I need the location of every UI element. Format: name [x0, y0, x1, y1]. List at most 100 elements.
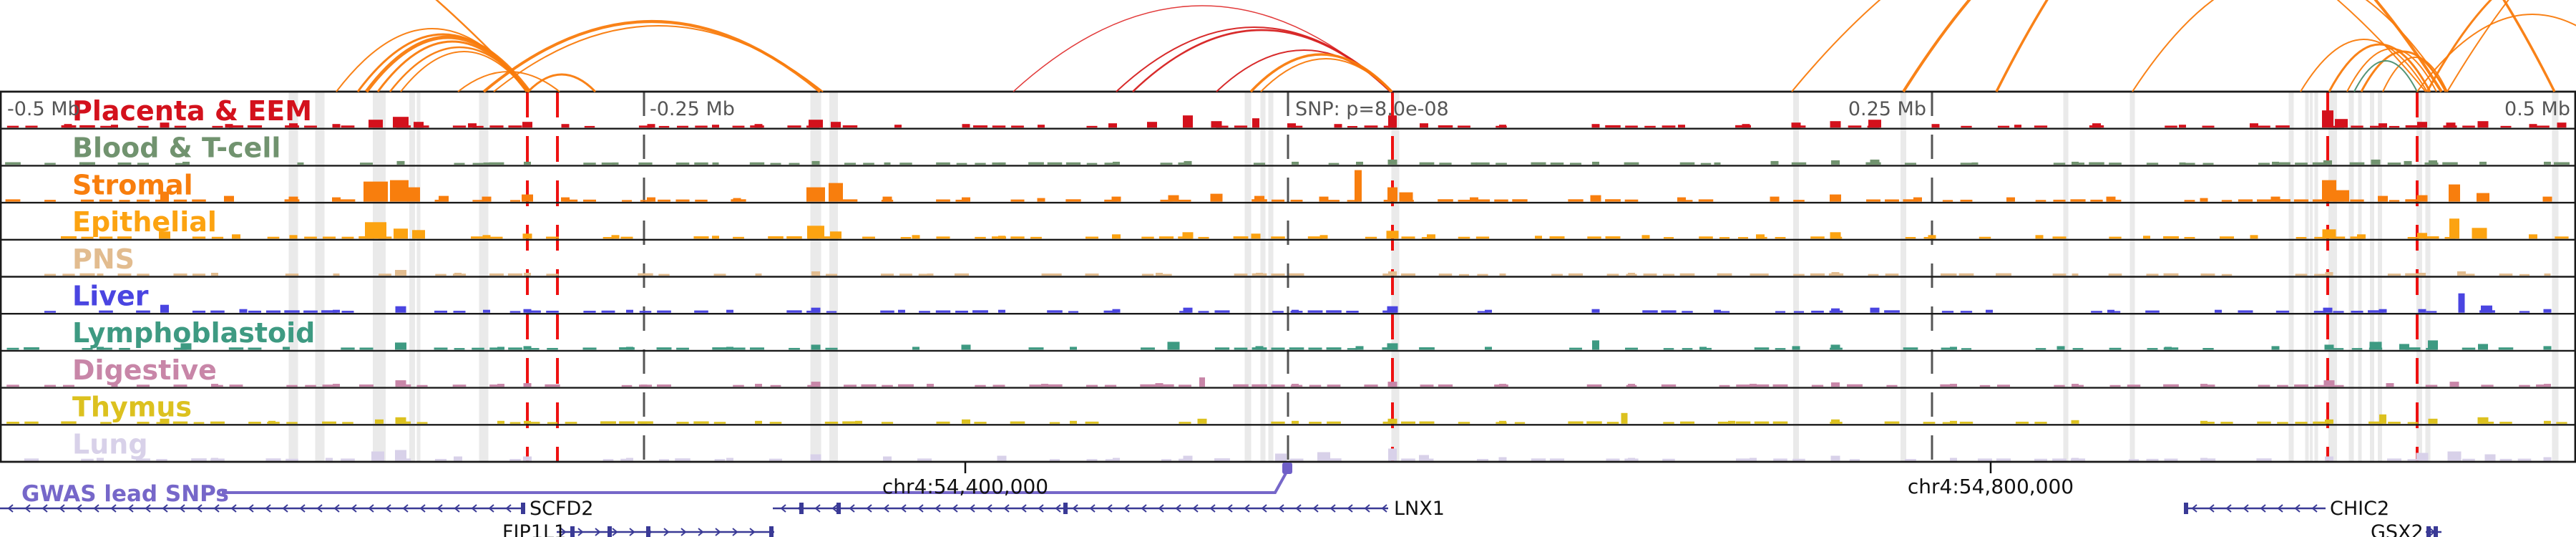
- signal-noise: [1884, 310, 1900, 313]
- signal-peak: [2557, 122, 2567, 128]
- signal-noise: [972, 125, 988, 128]
- signal-noise: [1605, 125, 1621, 128]
- signal-noise: [658, 199, 670, 202]
- gene-strand-arrow: [1295, 504, 1302, 513]
- signal-noise: [2314, 384, 2326, 387]
- signal-noise: [2109, 163, 2122, 165]
- signal-noise: [2312, 199, 2328, 202]
- track-row-placenta-eem: [6, 110, 2567, 128]
- signal-noise: [2293, 199, 2309, 202]
- signal-peak: [1950, 458, 1957, 461]
- signal-peak: [1355, 346, 1364, 350]
- signal-peak: [2472, 228, 2487, 239]
- signal-peak: [1830, 455, 1840, 461]
- signal-peak: [1292, 420, 1299, 424]
- signal-noise: [2015, 421, 2029, 424]
- signal-noise: [546, 274, 559, 276]
- signal-peak: [998, 162, 1005, 165]
- signal-noise: [621, 384, 633, 387]
- signal-noise: [1961, 125, 1972, 128]
- signal-noise: [2426, 311, 2437, 313]
- signal-noise: [210, 421, 225, 424]
- gene-strand-arrow: [213, 504, 220, 513]
- signal-noise: [2277, 422, 2288, 424]
- signal-peak: [394, 228, 408, 239]
- signal-noise: [1884, 421, 1900, 424]
- signal-noise: [1568, 421, 1584, 424]
- signal-noise: [82, 348, 93, 350]
- signal-peak: [2544, 384, 2551, 387]
- signal-noise: [1068, 311, 1079, 313]
- signal-noise: [2387, 163, 2401, 165]
- signal-peak: [1831, 419, 1840, 424]
- signal-noise: [1309, 384, 1322, 387]
- signal-peak: [1334, 124, 1342, 128]
- signal-peak: [1168, 195, 1179, 202]
- signal-peak: [1485, 347, 1492, 350]
- signal-noise: [825, 274, 838, 276]
- signal-peak: [159, 231, 170, 239]
- signal-peak: [2544, 274, 2551, 276]
- signal-noise: [1679, 162, 1695, 165]
- gene-strand-arrow: [1123, 504, 1130, 513]
- track-label-placenta-eem: Placenta & EEM: [72, 95, 312, 127]
- signal-peak: [2371, 159, 2381, 165]
- signal-noise: [1942, 200, 1953, 202]
- gene-strand-arrow: [59, 504, 65, 513]
- signal-noise: [1085, 384, 1098, 387]
- signal-peak: [1155, 383, 1163, 387]
- signal-noise: [1214, 347, 1230, 350]
- gene-exon-block: [608, 526, 612, 537]
- signal-peak: [524, 273, 531, 276]
- signal-noise: [1085, 274, 1099, 276]
- signal-noise: [472, 163, 484, 165]
- signal-noise: [2202, 125, 2215, 128]
- signal-peak: [2529, 124, 2537, 128]
- signal-noise: [1326, 310, 1342, 313]
- signal-peak: [1750, 274, 1757, 276]
- gene-strand-arrow: [454, 504, 460, 513]
- signal-peak: [2479, 161, 2487, 165]
- signal-noise: [2256, 458, 2272, 461]
- signal-noise: [489, 273, 504, 276]
- signal-noise: [2034, 125, 2048, 128]
- signal-peak: [882, 196, 892, 202]
- signal-noise: [733, 236, 744, 239]
- signal-noise: [1289, 458, 1304, 461]
- gene-exon-block: [2434, 526, 2438, 537]
- axis-label-0.5mb: 0.5 Mb: [2504, 98, 2570, 120]
- signal-noise: [954, 273, 970, 276]
- signal-noise: [2257, 199, 2271, 202]
- signal-noise: [44, 311, 57, 313]
- signal-noise: [1905, 237, 1916, 239]
- signal-peak: [483, 309, 490, 313]
- signal-noise: [955, 310, 968, 313]
- signal-noise: [1029, 384, 1043, 387]
- signal-peak: [283, 347, 290, 350]
- signal-peak: [831, 122, 841, 128]
- signal-noise: [1772, 421, 1788, 424]
- signal-peak: [2107, 309, 2114, 313]
- signal-peak: [407, 187, 420, 202]
- signal-peak: [1292, 384, 1299, 387]
- signal-noise: [1663, 422, 1674, 424]
- signal-peak: [1628, 458, 1635, 461]
- signal-peak: [1108, 123, 1117, 128]
- signal-noise: [119, 200, 130, 202]
- signal-noise: [2184, 236, 2195, 239]
- signal-noise: [2146, 163, 2159, 165]
- signal-peak: [755, 384, 762, 387]
- signal-peak: [2481, 305, 2492, 313]
- signal-peak: [1831, 382, 1840, 387]
- signal-peak: [333, 274, 340, 276]
- signal-noise: [1754, 421, 1770, 424]
- signal-noise: [1458, 199, 1470, 202]
- signal-noise: [1216, 125, 1229, 128]
- signal-noise: [1401, 458, 1415, 461]
- signal-noise: [713, 422, 726, 424]
- signal-peak: [2106, 196, 2116, 202]
- signal-noise: [2312, 162, 2328, 165]
- signal-noise: [1568, 199, 1584, 202]
- track-label-digestive: Digestive: [72, 354, 217, 386]
- signal-noise: [1662, 458, 1675, 461]
